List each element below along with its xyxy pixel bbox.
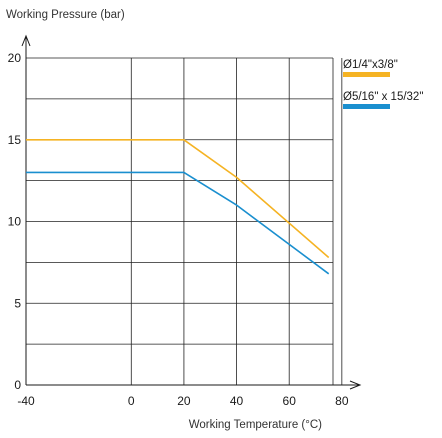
x-tick-label: 80 [335, 394, 349, 408]
series-line-1 [26, 139, 330, 259]
y-axis-arrow [21, 34, 31, 47]
y-tick-labels: 0 5 10 15 20 [8, 51, 22, 392]
legend-label-2: Ø5/16" x 15/32" [343, 91, 423, 103]
x-tick-label: 40 [230, 394, 244, 408]
x-tick-label: -40 [17, 394, 35, 408]
series [26, 139, 330, 275]
grid [26, 57, 343, 385]
y-tick-label: 0 [14, 378, 21, 392]
x-axis-arrow [349, 380, 362, 390]
series-line-2 [26, 171, 330, 275]
y-axis-title: Working Pressure (bar) [6, 9, 125, 21]
legend-swatch-1 [343, 72, 390, 77]
x-tick-label: 0 [128, 394, 135, 408]
x-axis-title: Working Temperature (°C) [189, 419, 322, 431]
x-tick-label: 60 [283, 394, 297, 408]
x-tick-label: 20 [177, 394, 191, 408]
axes [21, 34, 362, 390]
legend-swatch-2 [343, 104, 390, 109]
y-tick-label: 10 [8, 215, 22, 229]
y-tick-label: 5 [14, 296, 21, 310]
y-tick-label: 15 [8, 133, 22, 147]
y-tick-label: 20 [8, 51, 22, 65]
legend: Ø1/4"x3/8" Ø5/16" x 15/32" [343, 59, 423, 109]
x-tick-labels: -40 0 20 40 60 80 [17, 394, 349, 408]
legend-label-1: Ø1/4"x3/8" [343, 59, 398, 71]
